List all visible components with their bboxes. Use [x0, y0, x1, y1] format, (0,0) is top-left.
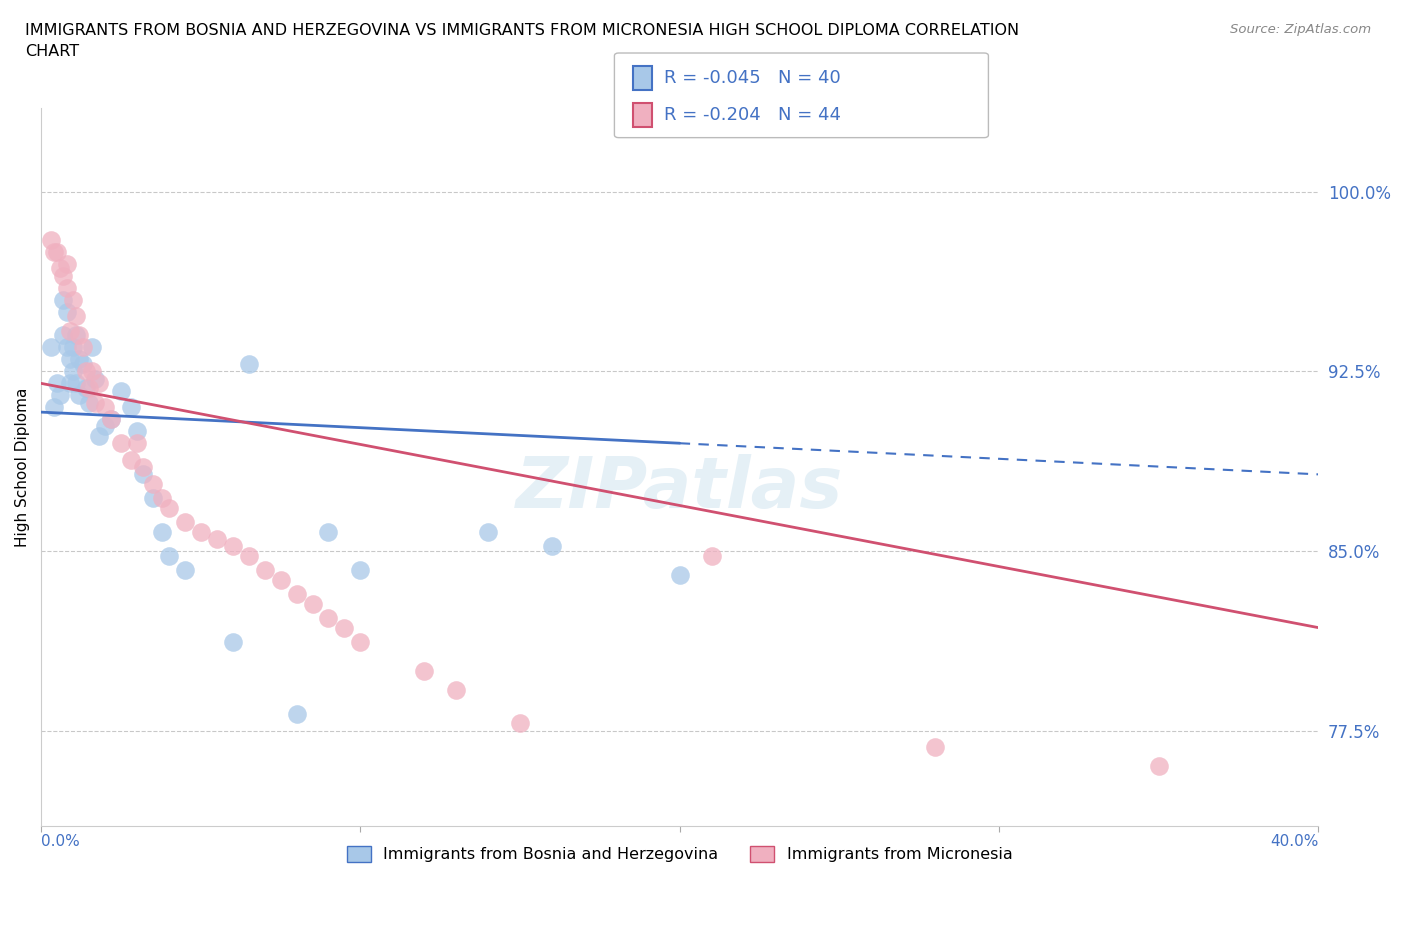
Point — [59, 376, 82, 391]
Point — [477, 525, 499, 539]
Point — [39, 232, 62, 247]
Point — [270, 572, 292, 587]
Point — [77, 395, 100, 410]
Point — [285, 587, 308, 602]
Point — [82, 340, 104, 355]
Point — [55, 304, 77, 319]
Point — [541, 538, 564, 553]
Point — [190, 525, 212, 539]
Point — [125, 424, 148, 439]
Point — [509, 716, 531, 731]
Point — [52, 292, 75, 307]
Point — [110, 383, 132, 398]
Point — [84, 395, 107, 410]
Point — [42, 245, 65, 259]
Point — [55, 280, 77, 295]
Point — [120, 453, 142, 468]
Point — [349, 634, 371, 649]
Point — [110, 436, 132, 451]
Point — [120, 400, 142, 415]
Point — [87, 429, 110, 444]
Text: ZIPatlas: ZIPatlas — [516, 454, 844, 524]
Point — [349, 563, 371, 578]
Point — [333, 620, 356, 635]
Point — [65, 309, 87, 324]
Text: Source: ZipAtlas.com: Source: ZipAtlas.com — [1230, 23, 1371, 36]
Point — [94, 419, 117, 434]
Point — [87, 376, 110, 391]
Point — [94, 400, 117, 415]
Point — [62, 340, 84, 355]
Point — [65, 328, 87, 343]
Point — [318, 611, 340, 626]
Point — [157, 500, 180, 515]
Point — [84, 371, 107, 386]
Point — [318, 525, 340, 539]
Point — [132, 459, 155, 474]
Point — [238, 357, 260, 372]
Point — [42, 400, 65, 415]
Point — [100, 412, 122, 427]
Point — [75, 380, 97, 395]
Text: IMMIGRANTS FROM BOSNIA AND HERZEGOVINA VS IMMIGRANTS FROM MICRONESIA HIGH SCHOOL: IMMIGRANTS FROM BOSNIA AND HERZEGOVINA V… — [25, 23, 1019, 60]
Point — [1147, 759, 1170, 774]
Point — [52, 328, 75, 343]
Point — [157, 549, 180, 564]
Point — [700, 549, 723, 564]
Point — [413, 663, 436, 678]
Point — [67, 328, 90, 343]
Point — [253, 563, 276, 578]
Point — [59, 352, 82, 366]
Point — [238, 549, 260, 564]
Point — [173, 515, 195, 530]
Point — [46, 376, 69, 391]
Point — [173, 563, 195, 578]
Point — [75, 364, 97, 379]
Point — [205, 532, 228, 547]
Point — [221, 634, 243, 649]
Point — [82, 364, 104, 379]
Point — [67, 352, 90, 366]
Point — [65, 376, 87, 391]
Point — [52, 268, 75, 283]
Point — [46, 245, 69, 259]
Point — [924, 740, 946, 755]
Point — [62, 364, 84, 379]
Point — [152, 525, 174, 539]
Text: R = -0.045   N = 40: R = -0.045 N = 40 — [664, 69, 841, 86]
Text: R = -0.204   N = 44: R = -0.204 N = 44 — [664, 106, 841, 124]
Point — [285, 707, 308, 722]
Point — [125, 436, 148, 451]
Point — [301, 596, 323, 611]
Point — [59, 324, 82, 339]
Point — [55, 256, 77, 271]
Point — [221, 538, 243, 553]
Point — [62, 292, 84, 307]
Y-axis label: High School Diploma: High School Diploma — [15, 388, 30, 547]
Point — [444, 683, 467, 698]
Point — [72, 340, 94, 355]
Point — [67, 388, 90, 403]
Text: 0.0%: 0.0% — [41, 833, 80, 848]
Point — [142, 491, 165, 506]
Point — [72, 357, 94, 372]
Point — [39, 340, 62, 355]
Legend: Immigrants from Bosnia and Herzegovina, Immigrants from Micronesia: Immigrants from Bosnia and Herzegovina, … — [340, 839, 1019, 869]
Point — [152, 491, 174, 506]
Point — [668, 567, 690, 582]
Point — [142, 476, 165, 491]
Text: 40.0%: 40.0% — [1270, 833, 1319, 848]
Point — [77, 380, 100, 395]
Point — [49, 388, 72, 403]
Point — [100, 412, 122, 427]
Point — [49, 261, 72, 276]
Point — [132, 467, 155, 482]
Point — [55, 340, 77, 355]
